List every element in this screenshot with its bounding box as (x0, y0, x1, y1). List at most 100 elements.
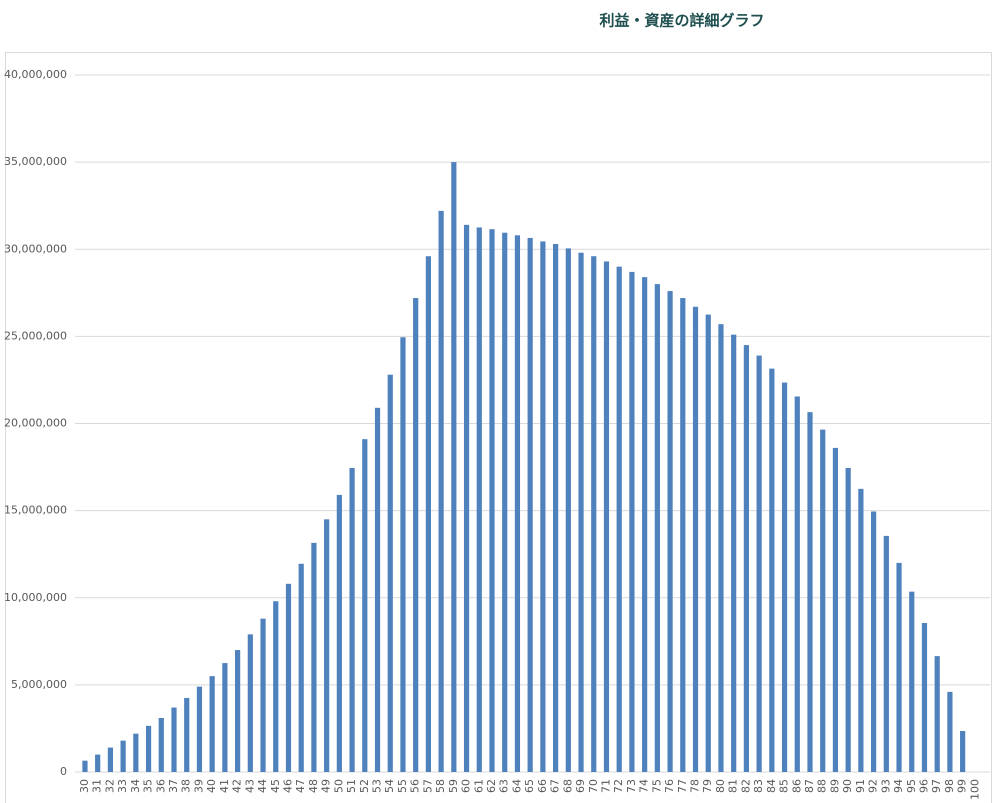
bar (222, 663, 228, 772)
x-tick-label: 95 (905, 779, 918, 793)
bar (133, 733, 139, 772)
x-tick-label: 57 (421, 779, 434, 793)
bar (336, 494, 342, 772)
y-tick-label: 30,000,000 (4, 242, 67, 255)
bar (273, 601, 279, 772)
x-tick-label: 52 (358, 779, 371, 793)
x-tick-label: 83 (752, 779, 765, 793)
x-tick-label: 79 (701, 779, 714, 793)
x-tick-label: 48 (307, 779, 320, 793)
x-tick-label: 43 (243, 779, 256, 793)
x-tick-label: 75 (650, 779, 663, 793)
bar (184, 697, 190, 772)
x-tick-label: 67 (549, 779, 562, 793)
x-tick-label: 50 (332, 779, 345, 793)
bar (247, 634, 253, 772)
x-tick-label: 87 (803, 779, 816, 793)
x-tick-label: 96 (917, 779, 930, 793)
bar (781, 382, 788, 772)
bar (527, 237, 533, 772)
x-tick-label: 62 (485, 779, 498, 793)
x-tick-label: 49 (320, 779, 333, 793)
x-tick-label: 94 (892, 779, 905, 793)
x-tick-label: 30 (78, 779, 91, 793)
x-tick-label: 84 (765, 779, 778, 793)
bar (285, 583, 292, 772)
bar (642, 277, 648, 772)
bar (260, 618, 266, 772)
bar (832, 447, 839, 772)
x-tick-label: 36 (154, 779, 167, 793)
bar (731, 334, 737, 772)
bar (120, 740, 126, 772)
bar (654, 284, 660, 772)
x-tick-label: 45 (269, 779, 282, 793)
bar (934, 656, 940, 772)
bar (743, 345, 749, 772)
bar (603, 261, 610, 772)
x-tick-label: 89 (828, 779, 841, 793)
bar (476, 227, 482, 772)
x-tick-label: 35 (142, 779, 155, 793)
bar (591, 256, 597, 773)
bar (489, 229, 495, 772)
x-tick-label: 72 (612, 779, 625, 793)
bar (324, 519, 330, 772)
x-tick-label: 44 (256, 779, 269, 793)
bar (298, 563, 304, 772)
x-tick-label: 100 (968, 779, 981, 800)
x-tick-label: 71 (599, 779, 612, 793)
y-tick-label: 20,000,000 (4, 417, 67, 430)
x-tick-label: 58 (434, 779, 447, 793)
x-tick-label: 37 (167, 779, 180, 793)
x-tick-label: 97 (930, 779, 943, 793)
bar (502, 232, 508, 773)
x-tick-label: 31 (91, 779, 104, 793)
x-tick-label: 53 (371, 779, 384, 793)
x-tick-label: 85 (778, 779, 791, 793)
x-tick-label: 81 (727, 779, 740, 793)
x-tick-label: 41 (218, 779, 231, 793)
x-tick-label: 59 (447, 779, 460, 793)
x-tick-label: 63 (498, 779, 511, 793)
bar (896, 562, 902, 772)
bar (171, 707, 177, 772)
x-tick-label: 42 (231, 779, 244, 793)
x-tick-label: 70 (587, 779, 600, 793)
x-tick-label: 60 (460, 779, 473, 793)
x-tick-label: 93 (879, 779, 892, 793)
x-tick-label: 34 (129, 779, 142, 793)
x-tick-label: 91 (854, 779, 867, 793)
bar (871, 511, 877, 772)
bar (692, 306, 699, 772)
bar (400, 337, 406, 772)
x-tick-label: 65 (523, 779, 536, 793)
bar (705, 314, 711, 772)
bar (565, 248, 571, 772)
x-tick-label: 32 (103, 779, 116, 793)
x-tick-label: 69 (574, 779, 587, 793)
bar (718, 324, 724, 772)
y-tick-label: 15,000,000 (4, 504, 67, 517)
x-tick-label: 38 (180, 779, 193, 793)
bar (947, 691, 953, 772)
x-tick-label: 86 (790, 779, 803, 793)
bar (107, 747, 113, 772)
x-tick-label: 56 (409, 779, 422, 793)
x-tick-label: 78 (689, 779, 702, 793)
y-tick-label: 10,000,000 (4, 591, 67, 604)
y-tick-label: 25,000,000 (4, 329, 67, 342)
bar (667, 291, 673, 772)
bar (82, 760, 88, 772)
bar (145, 725, 152, 772)
bar (960, 731, 966, 772)
bar (921, 623, 928, 772)
x-tick-label: 99 (956, 779, 969, 793)
x-tick-label: 61 (472, 779, 485, 793)
y-tick-label: 5,000,000 (11, 678, 67, 691)
bar (756, 355, 762, 772)
bar (349, 467, 355, 772)
bar (95, 754, 101, 772)
bar (451, 162, 457, 772)
